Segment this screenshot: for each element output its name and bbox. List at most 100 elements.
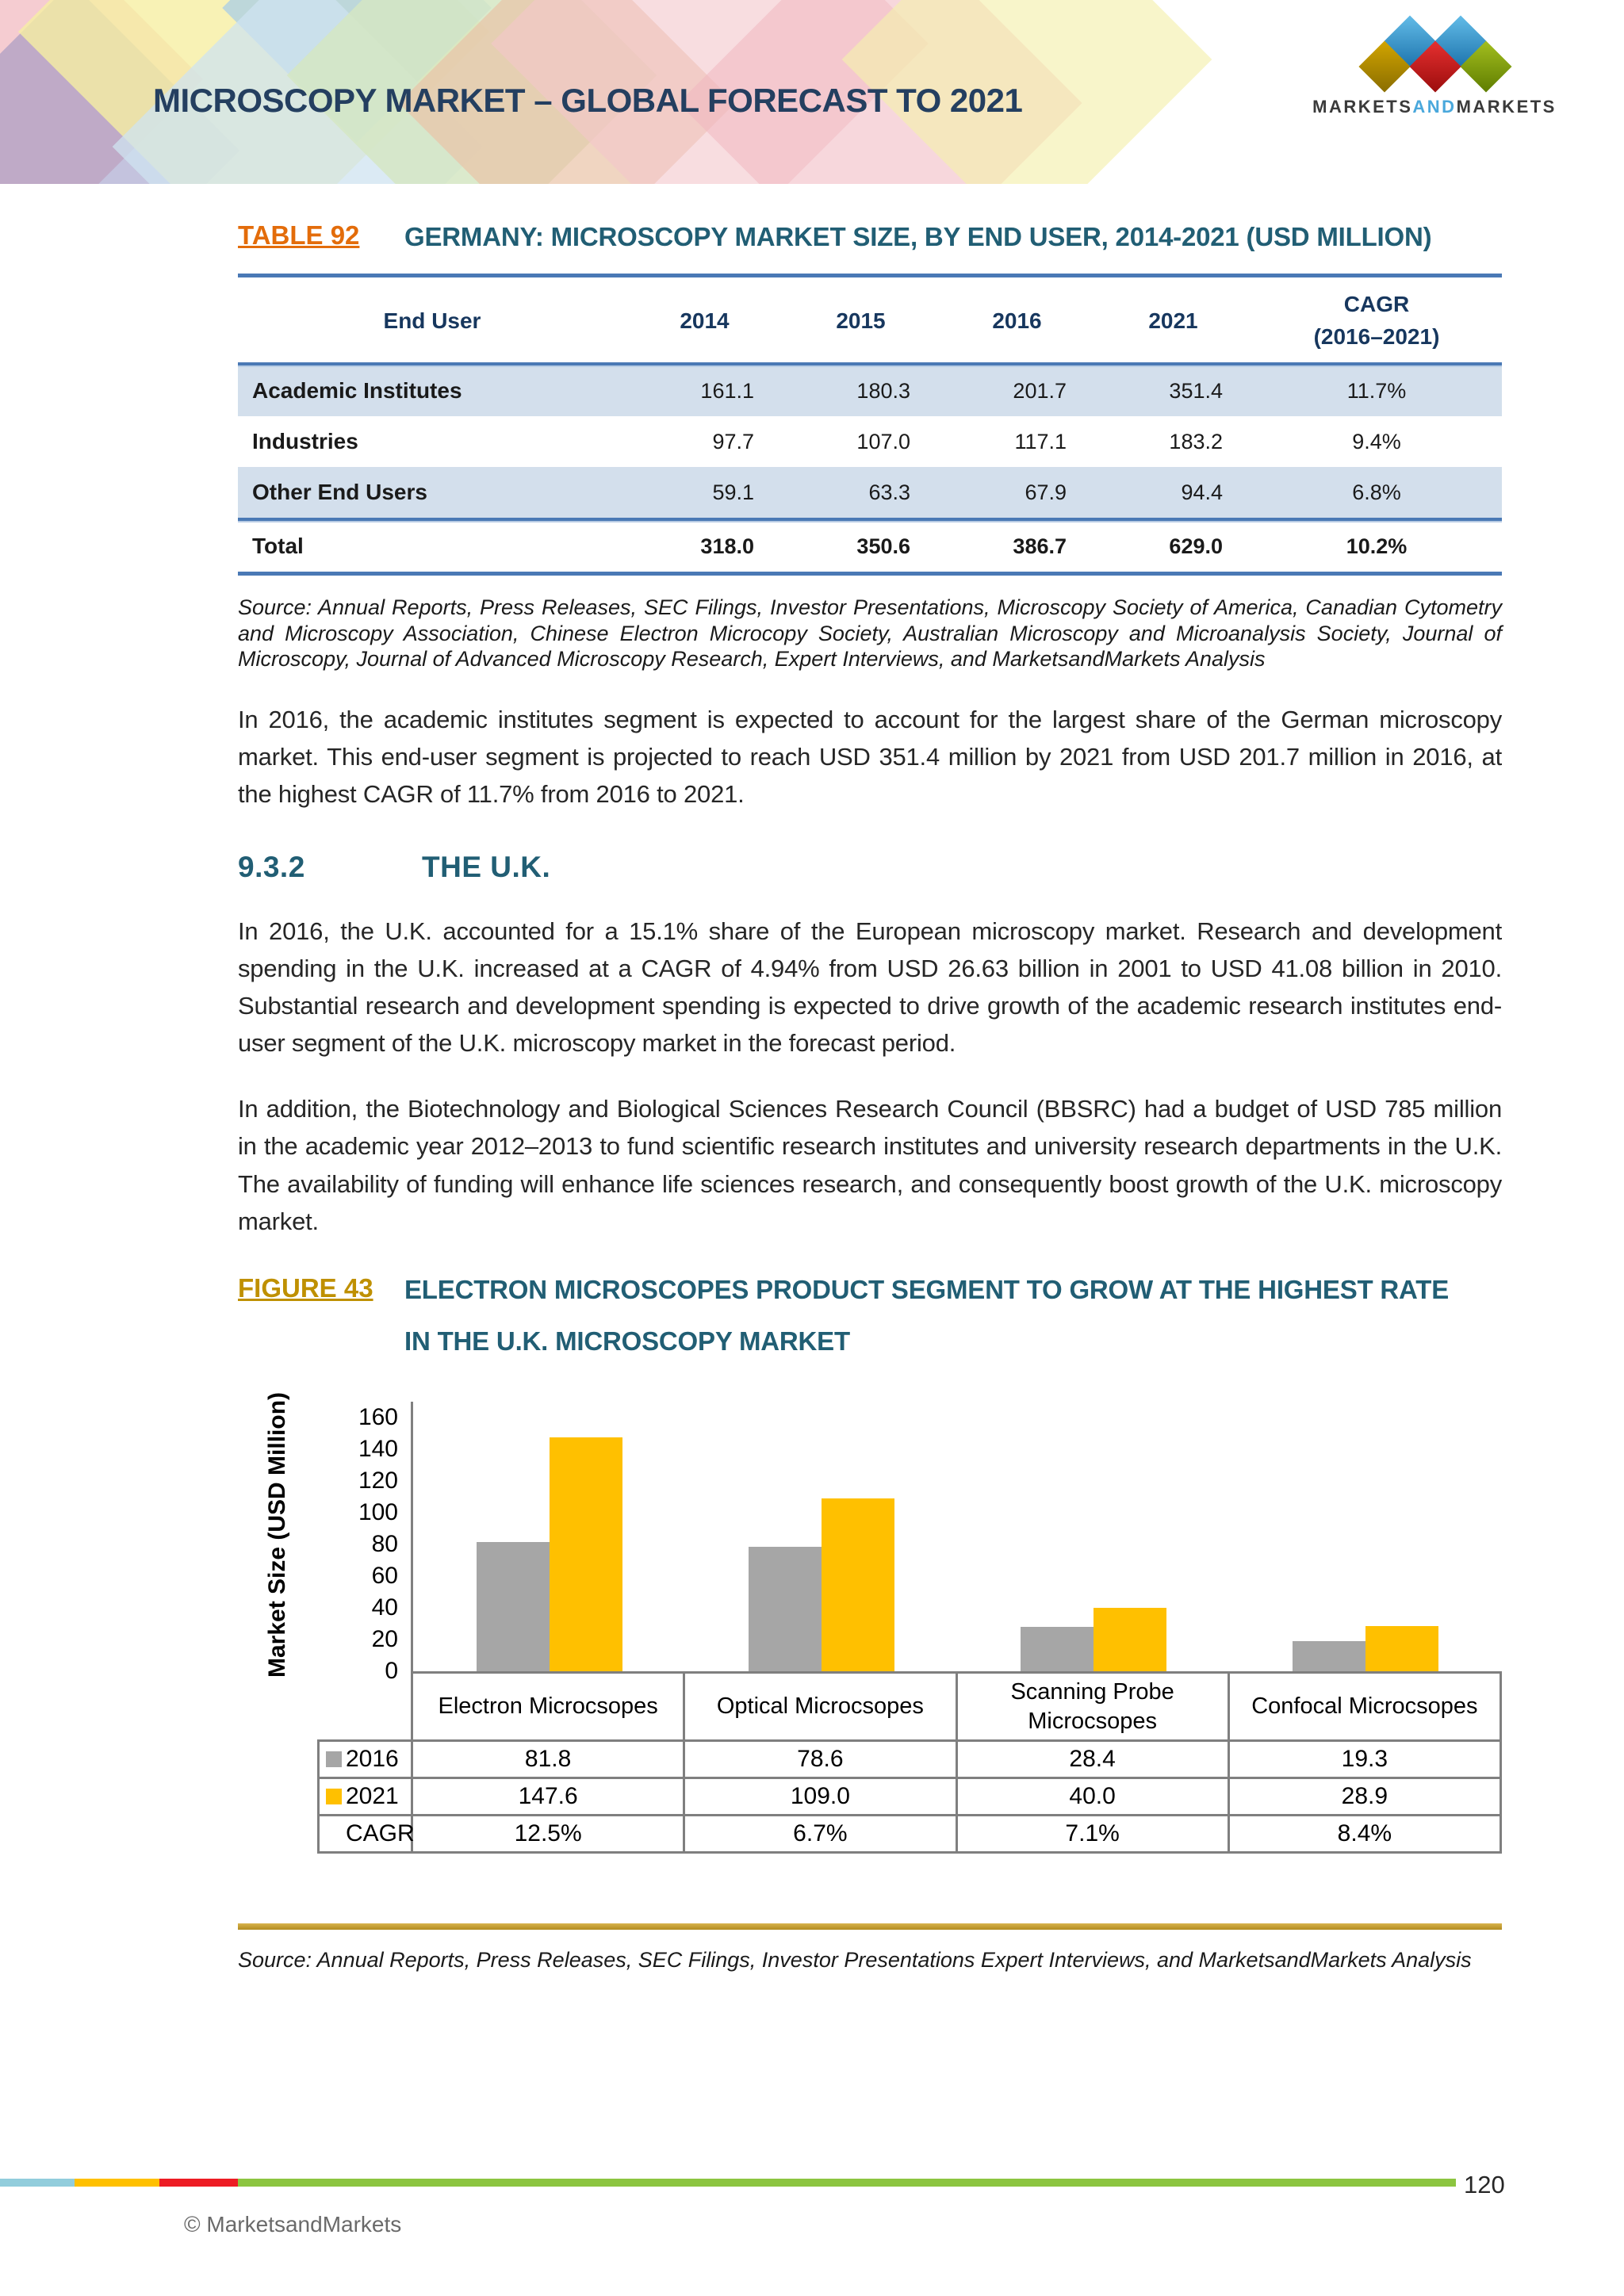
page-number: 120 (1464, 2171, 1505, 2198)
y-axis-tick: 100 (358, 1499, 398, 1526)
y-axis-tick: 140 (358, 1436, 398, 1463)
cagr-header-line2: (2016–2021) (1313, 323, 1440, 349)
figure-label: FIGURE 43 (238, 1273, 404, 1303)
cagr-value: 12.5% (410, 1813, 686, 1854)
section-number: 9.3.2 (238, 850, 305, 883)
table-title: GERMANY: MICROSCOPY MARKET SIZE, BY END … (404, 222, 1432, 251)
footer-stripe-green (238, 2179, 1456, 2187)
section-title: THE U.K. (422, 850, 551, 883)
cell-value: 201.7 (939, 364, 1095, 416)
cell-value: 161.1 (626, 364, 783, 416)
cell-value: 94.4 (1181, 480, 1223, 504)
figure-label-text: FIGURE 43 (238, 1272, 373, 1303)
logo-word-markets: MARKETS (1312, 97, 1413, 117)
legend-2016: 2016 (317, 1739, 413, 1779)
figure-source-note: Source: Annual Reports, Press Releases, … (238, 1947, 1472, 1972)
table-row: Industries 97.7 107.0 117.1 183.2 9.4% (238, 416, 1502, 467)
total-value: 629.0 (1095, 519, 1251, 574)
bar-2021 (549, 1437, 622, 1672)
header-band: MICROSCOPY MARKET – GLOBAL FORECAST TO 2… (0, 0, 1624, 184)
footer-stripe-yellow (75, 2179, 159, 2187)
legend-2021: 2021 (317, 1776, 413, 1816)
series-value: 19.3 (1227, 1739, 1503, 1779)
cell-cagr: 6.8% (1352, 480, 1401, 504)
table-label: TABLE 92 (238, 220, 404, 251)
legend-label: 2016 (346, 1745, 399, 1772)
category-label: Electron Microcsopes (410, 1671, 686, 1742)
cell-value: 59.1 (712, 480, 754, 504)
table-label-text: TABLE 92 (238, 220, 360, 250)
table-total-row: Total 318.0 350.6 386.7 629.0 10.2% (238, 519, 1502, 574)
legend-cagr: CAGR (317, 1813, 415, 1854)
cell-cagr: 11.7% (1251, 364, 1502, 416)
table-header-row: End User 2014 2015 2016 2021 CAGR (2016–… (238, 275, 1502, 365)
cagr-value: 6.7% (683, 1813, 958, 1854)
footer-stripe-blue (0, 2179, 75, 2187)
col-header-cagr: CAGR (2016–2021) (1251, 276, 1502, 365)
legend-label: 2021 (346, 1782, 399, 1809)
figure-title: ELECTRON MICROSCOPES PRODUCT SEGMENT TO … (404, 1273, 1449, 1358)
bar-group (1230, 1402, 1502, 1672)
body-paragraph: In addition, the Biotechnology and Biolo… (238, 1095, 1502, 1235)
y-axis-tick: 0 (385, 1658, 398, 1685)
section-heading: 9.3.2 THE U.K. (238, 851, 1502, 884)
body-paragraph: In 2016, the U.K. accounted for a 15.1% … (238, 916, 1502, 1058)
cell-value: 183.2 (1169, 429, 1223, 453)
series-value: 40.0 (955, 1776, 1230, 1816)
table-row: Academic Institutes 161.1 180.3 201.7 35… (238, 364, 1502, 417)
cell-value: 107.0 (856, 429, 910, 453)
table-caption: TABLE 92 GERMANY: MICROSCOPY MARKET SIZE… (238, 220, 1502, 253)
plot-row: 0 20 40 60 80 100 120 140 160 (317, 1402, 1502, 1684)
series-value: 78.6 (683, 1739, 958, 1779)
logo-word-and: AND (1412, 97, 1457, 117)
category-label: Scanning Probe Microcsopes (955, 1671, 1230, 1742)
cell-value: 117.1 (1014, 429, 1067, 453)
cell-value: 351.4 (1095, 364, 1251, 416)
plot-area (411, 1402, 1502, 1672)
series-value: 109.0 (683, 1776, 958, 1816)
cagr-label: CAGR (346, 1820, 415, 1846)
cell-value: 180.3 (783, 364, 939, 416)
cagr-value: 8.4% (1227, 1813, 1503, 1854)
total-cagr: 10.2% (1251, 519, 1502, 574)
figure-caption: FIGURE 43 ELECTRON MICROSCOPES PRODUCT S… (238, 1273, 1502, 1358)
marketsandmarkets-logo: MARKETSANDMARKETS (1295, 10, 1574, 130)
y-axis-tick: 40 (371, 1594, 398, 1621)
cagr-value: 7.1% (955, 1813, 1230, 1854)
chart-series-row-2021: 2021 147.6 109.0 40.0 28.9 (317, 1776, 1503, 1816)
figure-title-line1: ELECTRON MICROSCOPES PRODUCT SEGMENT TO … (404, 1274, 1450, 1304)
bar-group (685, 1402, 957, 1672)
y-axis-tick: 20 (371, 1626, 398, 1653)
total-label: Total (238, 519, 626, 574)
bar-2016 (1293, 1640, 1366, 1672)
bar-group (413, 1402, 685, 1672)
y-axis-title: Market Size (USD Million) (264, 1392, 290, 1678)
table-source-note: Source: Annual Reports, Press Releases, … (238, 595, 1502, 672)
report-title: MICROSCOPY MARKET – GLOBAL FORECAST TO 2… (153, 82, 1023, 119)
row-label: Academic Institutes (238, 364, 626, 416)
bar-2021 (1094, 1608, 1167, 1672)
figure-divider-rule (238, 1923, 1502, 1930)
page-content: TABLE 92 GERMANY: MICROSCOPY MARKET SIZE… (238, 220, 1502, 1973)
figure-title-line2: IN THE U.K. MICROSCOPY MARKET (404, 1326, 850, 1357)
total-value: 350.6 (783, 519, 939, 574)
series-value: 147.6 (410, 1776, 686, 1816)
col-header-2016: 2016 (992, 308, 1042, 333)
y-axis-tick: 60 (371, 1563, 398, 1590)
footer-stripe (0, 2179, 1456, 2187)
col-header-2015: 2015 (836, 308, 886, 333)
cell-value: 97.7 (712, 429, 754, 453)
total-value: 386.7 (939, 519, 1095, 574)
col-header-end-user: End User (383, 308, 481, 333)
bar-2021 (1365, 1625, 1439, 1672)
copyright-notice: © MarketsandMarkets (184, 2212, 402, 2237)
category-label: Confocal Microcsopes (1227, 1671, 1503, 1742)
col-header-2014: 2014 (680, 308, 730, 333)
legend-swatch-yellow-icon (326, 1788, 342, 1804)
chart-series-row-2016: 2016 81.8 78.6 28.4 19.3 (317, 1739, 1503, 1779)
chart-cagr-row: CAGR 12.5% 6.7% 7.1% 8.4% (317, 1813, 1503, 1854)
bar-chart: Market Size (USD Million) 0 20 40 60 80 100 12… (264, 1392, 1503, 1854)
total-value: 318.0 (626, 519, 783, 574)
footer-stripe-red (159, 2179, 238, 2187)
legend-swatch-gray-icon (326, 1751, 342, 1767)
